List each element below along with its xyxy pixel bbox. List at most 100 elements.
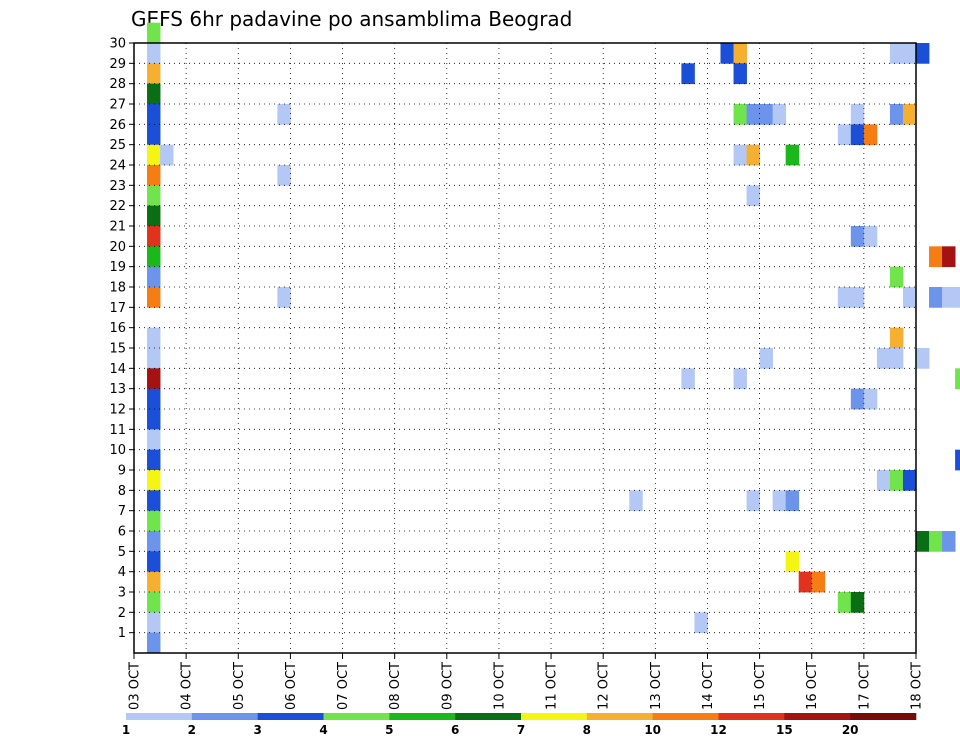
heatmap-cell — [147, 144, 161, 166]
y-tick-label: 16 — [109, 321, 126, 336]
x-tick-label: 12 OCT — [597, 662, 612, 710]
heatmap-cell — [916, 531, 930, 552]
heatmap-cell — [147, 185, 161, 207]
heatmap-cell — [798, 571, 813, 593]
heatmap-cell — [876, 348, 891, 369]
heatmap-cell — [746, 104, 760, 125]
colorbar-swatch — [718, 713, 785, 720]
y-tick-label: 23 — [109, 179, 126, 194]
colorbar-swatch — [191, 713, 258, 720]
heatmap-cell — [147, 551, 161, 573]
heatmap-cell — [850, 104, 865, 125]
colorbar-swatch — [850, 713, 917, 720]
heatmap-cell — [147, 83, 161, 105]
colorbar-swatch — [389, 713, 456, 720]
heatmap-cell — [147, 490, 161, 512]
colorbar-label: 10 — [644, 723, 661, 737]
y-tick-label: 20 — [109, 240, 126, 255]
x-tick-label: 13 OCT — [649, 662, 664, 710]
colorbar-label: 1 — [122, 723, 130, 737]
colorbar-swatch — [455, 713, 522, 720]
heatmap-cell — [733, 63, 747, 85]
heatmap-cell — [694, 612, 708, 634]
heatmap-cell — [147, 632, 161, 654]
x-tick-label: 06 OCT — [284, 662, 299, 710]
grid-lines — [134, 42, 917, 653]
x-tick-label: 03 OCT — [128, 662, 143, 710]
heatmap-cell — [147, 592, 161, 613]
heatmap-cell — [147, 104, 161, 125]
heatmap-cell — [147, 205, 161, 227]
heatmap-cell — [733, 144, 747, 166]
y-tick-label: 15 — [109, 342, 126, 357]
colorbar-label: 20 — [842, 723, 859, 737]
heatmap-cell — [916, 43, 930, 64]
heatmap-cell — [147, 63, 161, 85]
heatmap-cell — [942, 287, 956, 308]
heatmap-cell — [681, 63, 695, 85]
heatmap-cell — [733, 104, 747, 125]
heatmap-cell — [850, 124, 865, 146]
heatmap-cell — [955, 449, 960, 471]
heatmap-cell — [955, 287, 960, 308]
heatmap-cell — [147, 388, 161, 410]
heatmap-cell — [147, 226, 161, 247]
heatmap-cell — [889, 266, 904, 288]
colorbar-label: 8 — [583, 723, 591, 737]
colorbar-swatch — [126, 713, 193, 720]
x-tick-label: 15 OCT — [753, 662, 768, 710]
heatmap-cell — [785, 144, 800, 166]
heatmap-cell — [759, 348, 774, 369]
heatmap-cell — [772, 104, 787, 125]
heatmap-cell — [147, 246, 161, 268]
x-tick-label: 18 OCT — [910, 662, 925, 710]
heatmap-cell — [889, 327, 904, 349]
heatmap-cell — [902, 287, 917, 308]
colorbar-label: 6 — [451, 723, 459, 737]
colorbar-label: 5 — [385, 723, 393, 737]
heatmap-cell — [772, 490, 787, 512]
x-tick-label: 16 OCT — [805, 662, 820, 710]
heatmap-cell — [902, 43, 917, 64]
y-tick-label: 6 — [118, 525, 126, 540]
colorbar-label: 7 — [517, 723, 525, 737]
heatmap-cell — [850, 226, 865, 247]
heatmap-cell — [147, 510, 161, 532]
y-tick-label: 21 — [109, 220, 126, 235]
x-tick-label: 17 OCT — [857, 662, 872, 710]
heatmap-cell — [147, 43, 161, 64]
colorbar-swatch — [652, 713, 719, 720]
colorbar-label: 3 — [253, 723, 261, 737]
heatmap-cell — [942, 531, 956, 552]
colorbar-swatch — [323, 713, 390, 720]
y-tick-label: 14 — [109, 362, 126, 377]
colorbar-swatch — [586, 713, 653, 720]
heatmap-cell — [147, 571, 161, 593]
y-tick-label: 29 — [109, 57, 126, 72]
heatmap-cell — [785, 551, 800, 573]
colorbar: 1 2 3 4 5 6 7 8 10 12 15 20 — [122, 713, 917, 737]
y-tick-label: 11 — [109, 423, 126, 438]
heatmap-cell — [147, 470, 161, 491]
heatmap-cell — [863, 388, 878, 410]
y-tick-label: 5 — [118, 545, 126, 560]
heatmap-cell — [147, 429, 161, 451]
x-tick-label: 07 OCT — [336, 662, 351, 710]
heatmap-cell — [902, 104, 917, 125]
heatmap-cells — [147, 22, 960, 654]
colorbar-swatch — [784, 713, 851, 720]
x-tick-label: 09 OCT — [440, 662, 455, 710]
heatmap-cell — [746, 185, 760, 207]
heatmap-cell — [147, 165, 161, 186]
heatmap-cell — [147, 124, 161, 146]
heatmap-cell — [277, 165, 291, 186]
y-tick-label: 3 — [118, 586, 126, 601]
heatmap-cell — [277, 104, 291, 125]
y-tick-label: 18 — [109, 281, 126, 296]
heatmap-cell — [850, 388, 865, 410]
heatmap-cell — [916, 348, 930, 369]
heatmap-cell — [147, 449, 161, 471]
colorbar-label: 15 — [776, 723, 793, 737]
heatmap-cell — [759, 104, 774, 125]
